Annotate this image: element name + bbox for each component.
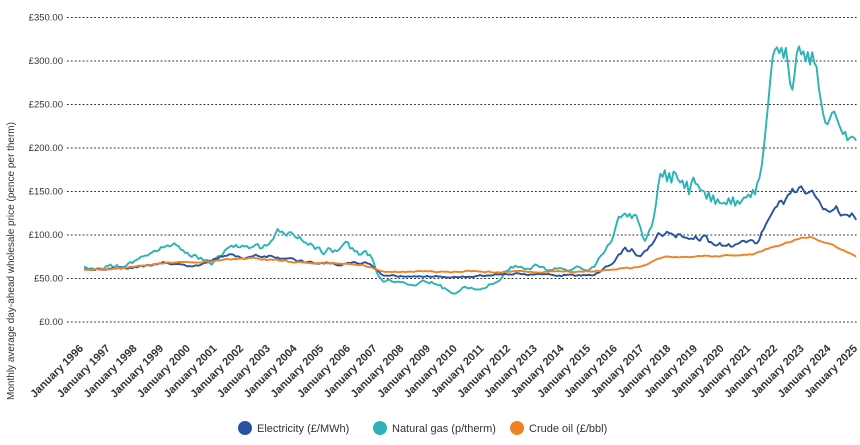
svg-text:£50.00: £50.00: [34, 274, 63, 285]
svg-text:£250.00: £250.00: [29, 100, 63, 111]
svg-text:Monthly average day-ahead whol: Monthly average day-ahead wholesale pric…: [6, 122, 17, 400]
svg-text:£150.00: £150.00: [29, 187, 63, 198]
svg-text:£200.00: £200.00: [29, 143, 63, 154]
svg-text:Electricity (£/MWh): Electricity (£/MWh): [257, 423, 349, 435]
svg-text:£300.00: £300.00: [29, 56, 63, 67]
svg-text:Crude oil (£/bbl): Crude oil (£/bbl): [529, 423, 607, 435]
svg-text:£100.00: £100.00: [29, 230, 63, 241]
svg-text:£0.00: £0.00: [39, 317, 63, 328]
svg-text:£350.00: £350.00: [29, 13, 63, 24]
svg-text:Natural gas (p/therm): Natural gas (p/therm): [392, 423, 496, 435]
